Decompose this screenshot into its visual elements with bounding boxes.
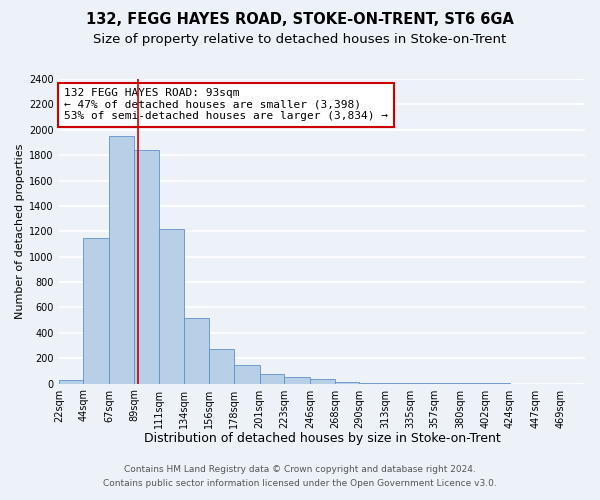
Text: Size of property relative to detached houses in Stoke-on-Trent: Size of property relative to detached ho… [94,32,506,46]
Bar [385,383,410,384]
Bar [184,318,209,384]
Bar [310,378,335,384]
Bar [284,378,310,384]
Bar [209,350,234,384]
Bar [158,229,184,384]
Text: 132, FEGG HAYES ROAD, STOKE-ON-TRENT, ST6 6GA: 132, FEGG HAYES ROAD, STOKE-ON-TRENT, ST… [86,12,514,28]
Bar [359,382,385,384]
Bar [234,365,260,384]
Bar [134,150,158,384]
Bar [260,374,284,384]
Bar [109,136,134,384]
X-axis label: Distribution of detached houses by size in Stoke-on-Trent: Distribution of detached houses by size … [143,432,500,445]
Text: Contains HM Land Registry data © Crown copyright and database right 2024.
Contai: Contains HM Land Registry data © Crown c… [103,466,497,487]
Bar [335,382,359,384]
Y-axis label: Number of detached properties: Number of detached properties [15,144,25,319]
Text: 132 FEGG HAYES ROAD: 93sqm
← 47% of detached houses are smaller (3,398)
53% of s: 132 FEGG HAYES ROAD: 93sqm ← 47% of deta… [64,88,388,122]
Bar [83,238,109,384]
Bar [59,380,83,384]
